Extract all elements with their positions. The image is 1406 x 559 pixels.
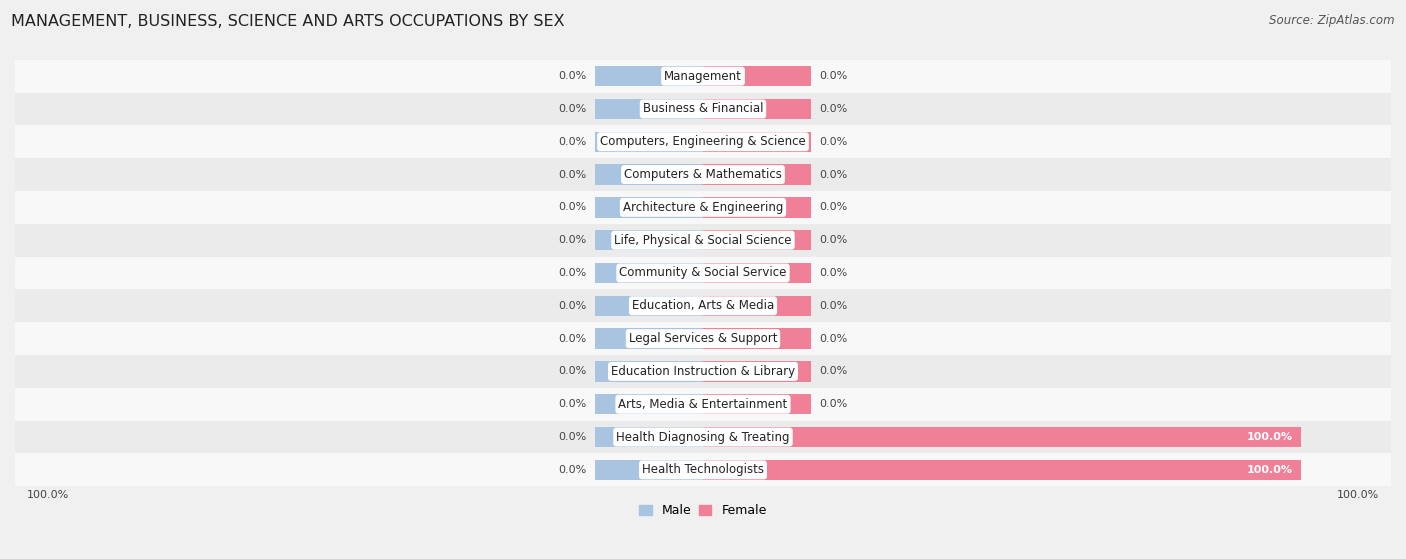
Legend: Male, Female: Male, Female — [634, 499, 772, 522]
Text: Computers & Mathematics: Computers & Mathematics — [624, 168, 782, 181]
Text: Business & Financial: Business & Financial — [643, 102, 763, 116]
Text: Computers, Engineering & Science: Computers, Engineering & Science — [600, 135, 806, 148]
Text: 0.0%: 0.0% — [558, 367, 586, 376]
Text: 0.0%: 0.0% — [558, 71, 586, 81]
Bar — [703, 394, 811, 414]
Bar — [0, 93, 1406, 125]
Text: Education Instruction & Library: Education Instruction & Library — [612, 365, 794, 378]
Text: Life, Physical & Social Science: Life, Physical & Social Science — [614, 234, 792, 247]
Text: 0.0%: 0.0% — [820, 268, 848, 278]
Text: 0.0%: 0.0% — [558, 268, 586, 278]
Bar — [595, 329, 703, 349]
Bar — [703, 66, 811, 86]
Text: 100.0%: 100.0% — [1246, 432, 1292, 442]
Text: MANAGEMENT, BUSINESS, SCIENCE AND ARTS OCCUPATIONS BY SEX: MANAGEMENT, BUSINESS, SCIENCE AND ARTS O… — [11, 14, 565, 29]
Text: 0.0%: 0.0% — [558, 301, 586, 311]
Bar — [703, 263, 811, 283]
Text: Architecture & Engineering: Architecture & Engineering — [623, 201, 783, 214]
Text: 0.0%: 0.0% — [820, 399, 848, 409]
Bar — [703, 230, 811, 250]
Bar — [0, 322, 1406, 355]
Bar — [595, 296, 703, 316]
Bar — [703, 361, 811, 382]
Text: 0.0%: 0.0% — [558, 465, 586, 475]
Bar — [595, 230, 703, 250]
Bar — [595, 427, 703, 447]
Text: Legal Services & Support: Legal Services & Support — [628, 332, 778, 345]
Text: Community & Social Service: Community & Social Service — [619, 267, 787, 280]
Text: 0.0%: 0.0% — [820, 367, 848, 376]
Bar — [595, 131, 703, 152]
Text: 0.0%: 0.0% — [558, 104, 586, 114]
Bar — [0, 158, 1406, 191]
Text: 0.0%: 0.0% — [820, 334, 848, 344]
Bar — [595, 459, 703, 480]
Bar — [0, 355, 1406, 388]
Bar — [703, 131, 811, 152]
Bar — [0, 125, 1406, 158]
Bar — [595, 99, 703, 119]
Text: 0.0%: 0.0% — [558, 432, 586, 442]
Text: 0.0%: 0.0% — [558, 202, 586, 212]
Text: 100.0%: 100.0% — [27, 490, 69, 500]
Bar — [703, 459, 1302, 480]
Text: 100.0%: 100.0% — [1337, 490, 1379, 500]
Bar — [595, 164, 703, 184]
Bar — [703, 164, 811, 184]
Text: 0.0%: 0.0% — [820, 235, 848, 245]
Bar — [595, 361, 703, 382]
Bar — [595, 197, 703, 217]
Bar — [0, 60, 1406, 93]
Text: 0.0%: 0.0% — [820, 169, 848, 179]
Bar — [0, 224, 1406, 257]
Text: Education, Arts & Media: Education, Arts & Media — [631, 299, 775, 312]
Bar — [0, 453, 1406, 486]
Bar — [703, 296, 811, 316]
Text: Arts, Media & Entertainment: Arts, Media & Entertainment — [619, 398, 787, 411]
Text: 0.0%: 0.0% — [558, 399, 586, 409]
Bar — [703, 99, 811, 119]
Text: 0.0%: 0.0% — [820, 137, 848, 147]
Text: 0.0%: 0.0% — [820, 71, 848, 81]
Text: 0.0%: 0.0% — [558, 137, 586, 147]
Text: 0.0%: 0.0% — [558, 334, 586, 344]
Bar — [595, 66, 703, 86]
Text: Health Diagnosing & Treating: Health Diagnosing & Treating — [616, 430, 790, 443]
Bar — [595, 394, 703, 414]
Bar — [0, 257, 1406, 290]
Text: Management: Management — [664, 70, 742, 83]
Bar — [0, 388, 1406, 421]
Text: Health Technologists: Health Technologists — [643, 463, 763, 476]
Text: 0.0%: 0.0% — [820, 104, 848, 114]
Bar — [595, 263, 703, 283]
Bar — [703, 329, 811, 349]
Text: 0.0%: 0.0% — [820, 202, 848, 212]
Bar — [0, 421, 1406, 453]
Bar — [703, 427, 1302, 447]
Bar — [703, 197, 811, 217]
Text: 0.0%: 0.0% — [558, 235, 586, 245]
Text: 100.0%: 100.0% — [1246, 465, 1292, 475]
Text: 0.0%: 0.0% — [558, 169, 586, 179]
Bar — [0, 290, 1406, 322]
Text: 0.0%: 0.0% — [820, 301, 848, 311]
Bar — [0, 191, 1406, 224]
Text: Source: ZipAtlas.com: Source: ZipAtlas.com — [1270, 14, 1395, 27]
